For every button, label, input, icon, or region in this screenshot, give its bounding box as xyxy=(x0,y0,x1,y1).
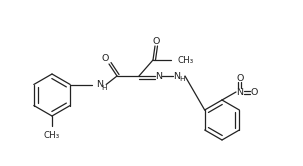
Text: O: O xyxy=(236,74,244,83)
Text: CH₃: CH₃ xyxy=(177,55,193,65)
Text: O: O xyxy=(101,53,109,63)
Text: O: O xyxy=(152,37,160,45)
Text: H: H xyxy=(179,76,185,82)
Text: N: N xyxy=(155,72,162,81)
Text: N: N xyxy=(96,80,103,89)
Text: O: O xyxy=(250,87,258,96)
Text: N: N xyxy=(237,87,244,96)
Text: CH₃: CH₃ xyxy=(44,131,60,140)
Text: N: N xyxy=(174,72,181,81)
Text: H: H xyxy=(102,84,107,90)
